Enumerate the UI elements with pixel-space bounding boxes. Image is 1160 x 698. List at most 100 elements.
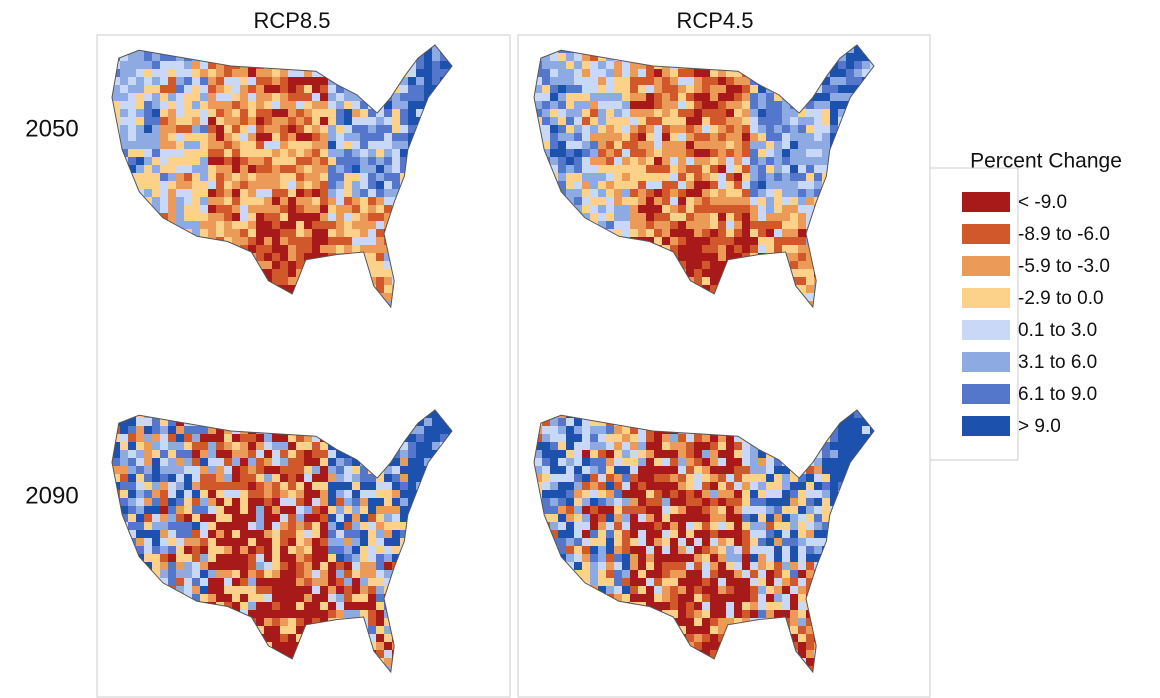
county-cell — [320, 458, 329, 467]
county-cell — [670, 133, 679, 142]
county-cell — [232, 61, 241, 70]
county-cell — [670, 237, 679, 246]
county-cell — [558, 498, 567, 507]
county-cell — [630, 458, 639, 467]
county-cell — [798, 522, 807, 531]
county-cell — [432, 237, 441, 246]
county-cell — [542, 61, 551, 70]
county-cell — [128, 213, 137, 222]
county-cell — [710, 85, 719, 94]
county-cell — [606, 442, 615, 451]
county-cell — [678, 157, 687, 166]
county-cell — [702, 213, 711, 222]
county-cell — [136, 133, 145, 142]
county-cell — [854, 117, 863, 126]
county-cell — [328, 602, 337, 611]
county-cell — [654, 490, 663, 499]
county-cell — [590, 434, 599, 443]
county-cell — [328, 277, 337, 286]
county-cell — [582, 213, 591, 222]
county-cell — [360, 538, 369, 547]
county-cell — [168, 301, 177, 307]
county-cell — [112, 530, 121, 539]
county-cell — [136, 85, 145, 94]
county-cell — [240, 181, 249, 190]
county-cell — [344, 426, 353, 435]
county-cell — [136, 125, 145, 134]
county-cell — [184, 253, 193, 262]
county-cell — [328, 165, 337, 174]
county-cell — [558, 85, 567, 94]
county-cell — [766, 125, 775, 134]
county-cell — [368, 269, 377, 278]
county-cell — [710, 538, 719, 547]
county-cell — [256, 141, 265, 150]
county-cell — [328, 173, 337, 182]
county-cell — [288, 506, 297, 515]
county-cell — [542, 410, 551, 419]
county-cell — [376, 466, 385, 475]
county-cell — [208, 61, 217, 70]
county-cell — [854, 69, 863, 78]
county-cell — [176, 642, 185, 651]
county-cell — [408, 626, 417, 635]
county-cell — [208, 546, 217, 555]
county-cell — [272, 442, 281, 451]
county-cell — [766, 205, 775, 214]
county-cell — [120, 125, 129, 134]
county-cell — [384, 562, 393, 571]
county-cell — [112, 514, 121, 523]
county-cell — [160, 277, 169, 286]
county-cell — [862, 506, 871, 515]
county-cell — [742, 498, 751, 507]
county-cell — [240, 466, 249, 475]
county-cell — [176, 245, 185, 254]
county-cell — [662, 482, 671, 491]
county-cell — [558, 101, 567, 110]
county-cell — [408, 205, 417, 214]
county-cell — [216, 546, 225, 555]
county-cell — [168, 610, 177, 619]
county-cell — [200, 101, 209, 110]
county-cell — [288, 650, 297, 659]
county-cell — [448, 658, 452, 667]
county-cell — [574, 181, 583, 190]
county-cell — [144, 466, 153, 475]
county-cell — [574, 93, 583, 102]
county-cell — [360, 642, 369, 651]
county-cell — [256, 197, 265, 206]
county-cell — [598, 522, 607, 531]
county-cell — [630, 165, 639, 174]
county-cell — [686, 189, 695, 198]
county-cell — [160, 418, 169, 427]
county-cell — [766, 165, 775, 174]
county-cell — [550, 442, 559, 451]
county-cell — [432, 610, 441, 619]
county-cell — [216, 626, 225, 635]
county-cell — [184, 546, 193, 555]
county-cell — [288, 498, 297, 507]
county-cell — [280, 546, 289, 555]
county-cell — [120, 426, 129, 435]
county-cell — [320, 93, 329, 102]
county-cell — [654, 418, 663, 427]
county-cell — [200, 117, 209, 126]
county-cell — [232, 141, 241, 150]
county-cell — [280, 149, 289, 158]
county-cell — [248, 165, 257, 174]
county-cell — [822, 229, 831, 238]
county-cell — [144, 61, 153, 70]
county-cell — [368, 53, 377, 62]
county-cell — [376, 77, 385, 86]
county-cell — [176, 554, 185, 563]
county-cell — [646, 149, 655, 158]
county-cell — [144, 173, 153, 182]
county-cell — [806, 530, 815, 539]
county-cell — [686, 197, 695, 206]
county-cell — [542, 482, 551, 491]
county-cell — [112, 109, 121, 118]
county-cell — [838, 245, 847, 254]
county-cell — [614, 530, 623, 539]
county-cell — [120, 418, 129, 427]
county-cell — [304, 133, 313, 142]
